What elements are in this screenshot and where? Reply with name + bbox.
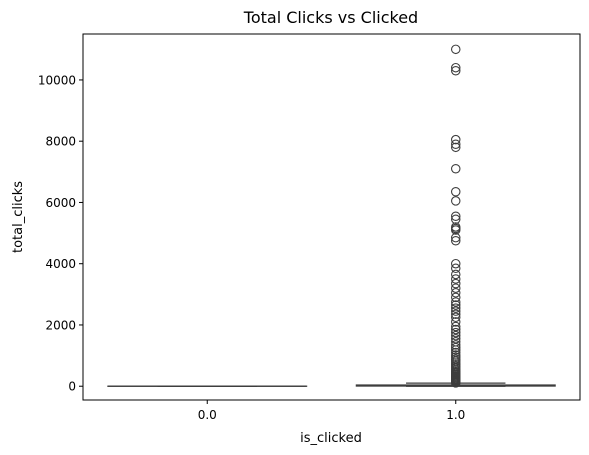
outlier-point: [450, 292, 461, 303]
outlier-point: [450, 186, 461, 197]
outlier-point: [450, 288, 461, 298]
outlier-point: [450, 139, 461, 150]
y-tick-label: 4000: [45, 257, 76, 271]
outlier-point: [450, 222, 461, 232]
outlier-point: [450, 350, 461, 360]
outlier-point: [450, 300, 461, 310]
outlier-point: [450, 274, 461, 284]
outlier-point: [450, 134, 461, 145]
outlier-point: [450, 327, 461, 338]
outlier-point: [450, 235, 461, 246]
outlier-point: [450, 214, 461, 225]
outlier-point: [450, 232, 461, 243]
outlier-point: [450, 278, 461, 289]
x-tick-label: 1.0: [446, 408, 465, 422]
outlier-point: [450, 309, 461, 319]
outlier-point: [450, 317, 461, 327]
outlier-point: [450, 324, 461, 335]
plot-area: [107, 44, 556, 388]
x-tick-label: 0.0: [198, 408, 217, 422]
outlier-point: [450, 321, 461, 332]
outlier-point: [450, 258, 461, 269]
outlier-point: [450, 337, 461, 347]
outlier-point: [450, 347, 461, 358]
outlier-point: [450, 211, 461, 221]
outlier-point: [450, 303, 461, 313]
y-tick-label: 6000: [45, 196, 76, 210]
y-tick-label: 2000: [45, 318, 76, 332]
outlier-point: [450, 269, 461, 280]
chart-title: Total Clicks vs Clicked: [243, 8, 418, 27]
outlier-point: [450, 263, 461, 274]
plot-frame: [82, 33, 581, 401]
outlier-point: [450, 283, 461, 293]
y-tick-label: 10000: [38, 73, 76, 87]
outlier-point: [450, 164, 461, 174]
outlier-point: [450, 340, 461, 350]
outlier-point: [450, 44, 461, 55]
outlier-point: [450, 312, 461, 323]
y-tick-label: 0: [68, 380, 76, 394]
outlier-point: [450, 306, 461, 316]
y-axis-label: total_clicks: [11, 181, 26, 253]
outlier-point: [450, 66, 461, 76]
outlier-point: [450, 330, 461, 341]
y-tick-label: 8000: [45, 135, 76, 149]
outlier-point: [450, 196, 461, 206]
x-axis-label: is_clicked: [300, 431, 362, 446]
outlier-point: [450, 142, 461, 153]
outlier-point: [450, 333, 461, 344]
outlier-point: [450, 297, 461, 307]
outlier-point: [450, 62, 461, 73]
